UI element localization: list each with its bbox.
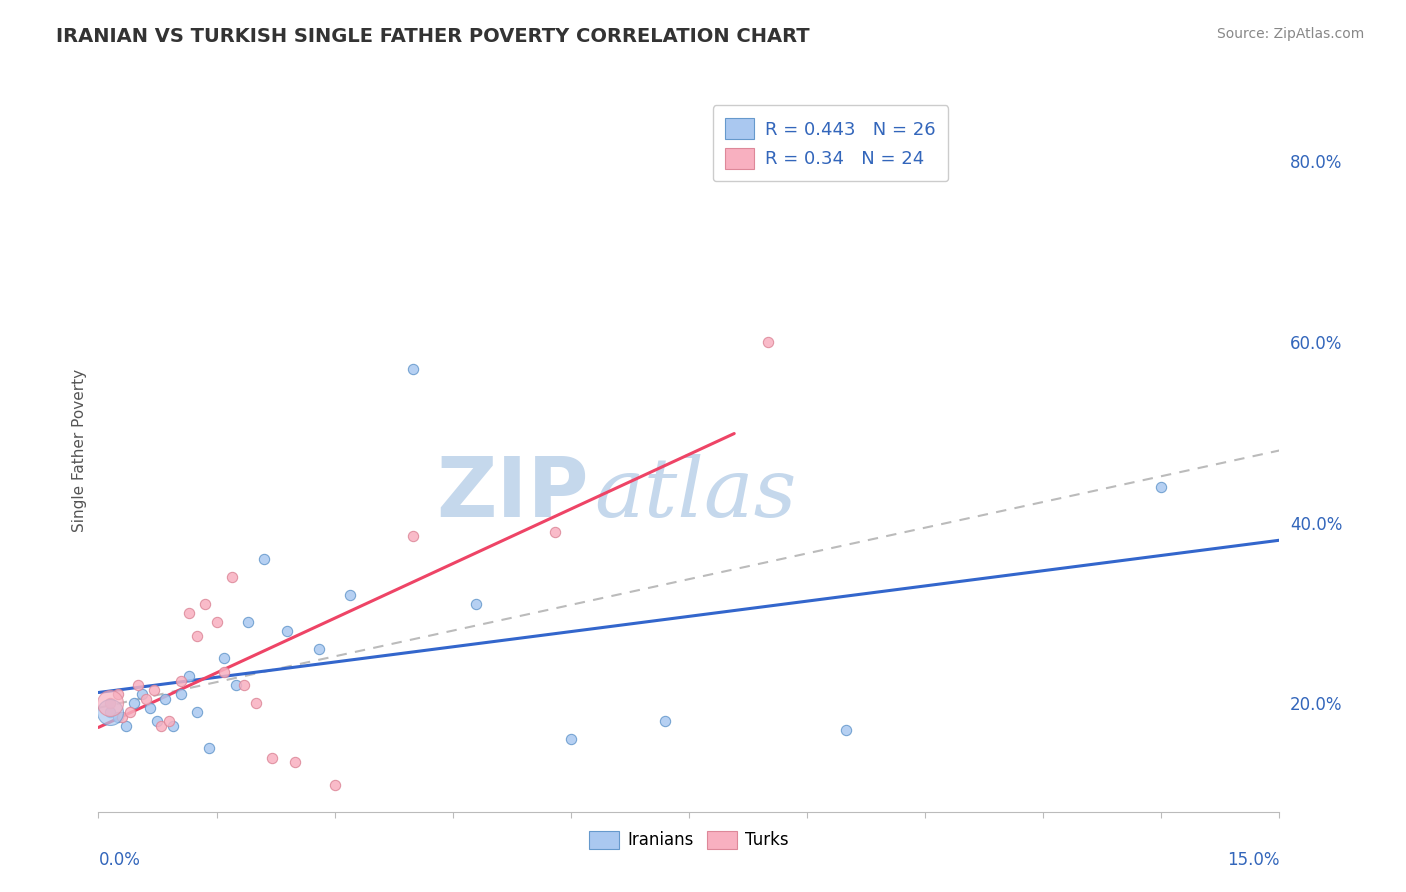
Point xyxy=(155,691,177,706)
Point xyxy=(654,714,676,729)
Point xyxy=(323,778,346,792)
Point xyxy=(236,615,259,629)
Point xyxy=(560,732,582,747)
Point xyxy=(253,551,276,566)
Point xyxy=(308,642,330,657)
Text: atlas: atlas xyxy=(595,454,797,533)
Point xyxy=(135,691,157,706)
Point xyxy=(465,597,488,611)
Point xyxy=(233,678,256,692)
Point xyxy=(142,682,165,697)
Point xyxy=(170,673,193,688)
Point xyxy=(127,678,149,692)
Point xyxy=(186,629,208,643)
Point xyxy=(115,719,138,733)
Point xyxy=(107,710,129,724)
Point xyxy=(122,696,145,710)
Point xyxy=(402,362,425,376)
Point xyxy=(245,696,267,710)
Point xyxy=(111,710,134,724)
Point xyxy=(170,687,193,701)
Text: Source: ZipAtlas.com: Source: ZipAtlas.com xyxy=(1216,27,1364,41)
Y-axis label: Single Father Poverty: Single Father Poverty xyxy=(72,369,87,532)
Point xyxy=(194,597,217,611)
Point xyxy=(162,719,184,733)
Point xyxy=(544,524,567,539)
Point xyxy=(186,706,208,720)
Point xyxy=(276,624,298,639)
Text: IRANIAN VS TURKISH SINGLE FATHER POVERTY CORRELATION CHART: IRANIAN VS TURKISH SINGLE FATHER POVERTY… xyxy=(56,27,810,45)
Point xyxy=(284,755,307,769)
Point xyxy=(225,678,247,692)
Point xyxy=(221,570,243,584)
Point xyxy=(756,334,779,349)
Text: 0.0%: 0.0% xyxy=(98,852,141,870)
Point xyxy=(98,696,121,710)
Point xyxy=(214,651,236,665)
Point xyxy=(177,669,200,683)
Point xyxy=(402,529,425,543)
Point xyxy=(835,723,858,738)
Point xyxy=(98,696,121,710)
Point xyxy=(177,606,200,620)
Point xyxy=(339,588,361,602)
Point xyxy=(107,687,129,701)
Point xyxy=(260,750,283,764)
Point xyxy=(1150,480,1173,494)
Point xyxy=(138,701,160,715)
Point xyxy=(118,706,141,720)
Point xyxy=(214,665,236,679)
Text: 15.0%: 15.0% xyxy=(1227,852,1279,870)
Legend: R = 0.443   N = 26, R = 0.34   N = 24: R = 0.443 N = 26, R = 0.34 N = 24 xyxy=(713,105,949,181)
Point xyxy=(131,687,153,701)
Point xyxy=(197,741,219,756)
Point xyxy=(146,714,169,729)
Point xyxy=(98,706,121,720)
Point xyxy=(157,714,180,729)
Point xyxy=(205,615,228,629)
Point xyxy=(150,719,173,733)
Text: ZIP: ZIP xyxy=(436,453,589,534)
Point xyxy=(98,706,121,720)
